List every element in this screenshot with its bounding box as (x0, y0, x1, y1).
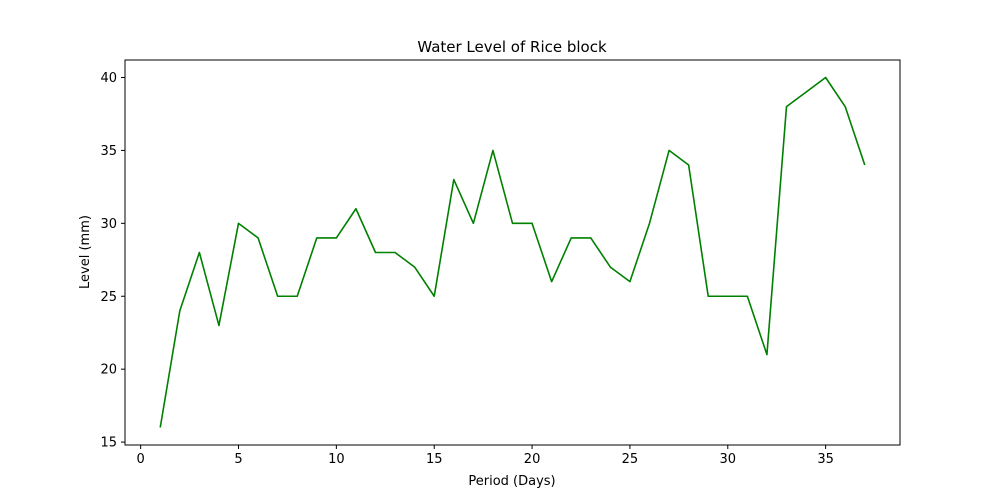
y-axis-ticks: 15 20 25 30 35 40 (100, 71, 125, 451)
x-tick-label: 30 (720, 452, 737, 467)
y-tick-label: 40 (100, 71, 117, 86)
x-axis-ticks: 0 5 10 15 20 25 30 35 (137, 445, 834, 467)
y-tick-label: 30 (100, 217, 117, 232)
y-tick-label: 15 (100, 436, 117, 451)
x-tick-label: 25 (622, 452, 639, 467)
series-layer (159, 76, 866, 428)
y-axis-label: Level (mm) (78, 215, 93, 289)
x-tick-label: 5 (234, 452, 242, 467)
x-tick-label: 10 (328, 452, 345, 467)
x-tick-label: 35 (817, 452, 834, 467)
y-tick-label: 25 (100, 290, 117, 305)
x-tick-label: 15 (426, 452, 443, 467)
x-axis-label: Period (Days) (468, 474, 555, 489)
y-tick-label: 35 (100, 144, 117, 159)
plot-frame (124, 59, 901, 446)
x-tick-label: 0 (137, 452, 145, 467)
x-tick-label: 20 (524, 452, 541, 467)
y-tick-label: 20 (100, 363, 117, 378)
chart-title: Water Level of Rice block (417, 38, 607, 56)
